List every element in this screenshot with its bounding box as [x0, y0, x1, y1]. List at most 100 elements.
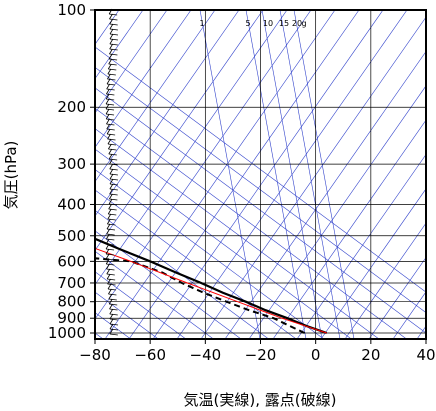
wind-barb-flag [109, 43, 114, 50]
wind-barb [109, 333, 118, 336]
wind-barb [106, 233, 115, 236]
wind-barb [107, 133, 116, 136]
dry-adiabat-line [95, 10, 144, 80]
wind-barb-flag [109, 183, 114, 190]
mixing-ratio-line [279, 10, 341, 339]
wind-barb [106, 98, 115, 101]
wind-barb-flag [106, 128, 111, 135]
wind-barb [106, 118, 115, 121]
y-tick-label: 800 [57, 293, 86, 311]
isotherm-line [95, 210, 270, 339]
wind-barb-flag [106, 118, 110, 125]
dry-adiabat-line [320, 188, 426, 339]
wind-barb [107, 73, 116, 76]
mixing-ratio-label: 20 [292, 19, 302, 28]
wind-barb [109, 18, 118, 21]
wind-barb [109, 38, 119, 41]
wind-barb [107, 223, 116, 226]
wind-barb-flag [105, 93, 110, 100]
background-lines [95, 10, 426, 339]
wind-barb-flag [106, 263, 110, 270]
wind-barb [109, 158, 118, 161]
wind-barb-flag [106, 88, 110, 95]
wind-barb-flag [107, 63, 112, 70]
mixing-ratio-line [199, 10, 261, 339]
wind-barb [107, 138, 116, 141]
y-tick-label: 900 [57, 309, 86, 327]
dry-adiabat-line [95, 10, 216, 183]
wind-barb-flag [106, 228, 110, 235]
wind-barb-flag [109, 168, 114, 175]
wind-barb-flag [109, 308, 114, 315]
dry-adiabat-line [95, 10, 192, 148]
wind-barb [106, 243, 115, 246]
wind-barbs [105, 8, 119, 336]
mixing-ratio-label: 5 [245, 19, 250, 28]
wind-barb-flag [107, 73, 111, 80]
wind-barb [109, 173, 118, 176]
x-axis-title: 気温(実線), 露点(破線) [184, 391, 337, 409]
dry-adiabat-line [95, 10, 264, 251]
series-line-temperature [95, 237, 328, 335]
wind-barb-flag [106, 268, 111, 275]
wind-barb [105, 103, 115, 106]
isotherm-line [95, 250, 214, 339]
wind-barb [109, 318, 118, 321]
wind-barb [109, 23, 118, 26]
y-tick-label: 400 [57, 195, 86, 213]
series-group [95, 237, 328, 335]
dry-adiabat-line [95, 10, 168, 114]
isotherm-line [95, 169, 325, 339]
wind-barb-flag [108, 143, 112, 150]
wind-barb-flag [109, 193, 113, 200]
isotherm-line [95, 271, 187, 339]
dry-adiabat-line [128, 10, 360, 339]
wind-barb [109, 163, 118, 166]
wind-barb [109, 183, 119, 186]
dry-adiabat-line [344, 222, 426, 339]
wind-barb-flag [106, 83, 111, 90]
wind-barb [106, 113, 115, 116]
x-tick-label: 40 [416, 346, 435, 364]
wind-barb-flag [109, 48, 113, 55]
wind-barb [106, 228, 116, 231]
wind-barb-flag [108, 148, 113, 155]
wind-barb [108, 148, 117, 151]
dry-adiabat-line [248, 85, 426, 339]
mixing-ratio-labels: 1 5 10 15 20 g [199, 19, 306, 28]
y-tick-label: 200 [57, 98, 86, 116]
wind-barb [106, 83, 116, 86]
wind-barb-flag [105, 243, 110, 250]
wind-barb [109, 48, 118, 51]
wind-barb [105, 253, 115, 256]
wind-barb [107, 288, 117, 291]
wind-barb [109, 198, 118, 201]
isotherm-line [95, 107, 408, 339]
axis-ticks: −80 −60 −40 −20 0 20 40 100 200 300 400 500 600 70080… [48, 1, 436, 364]
y-tick-label: 1000 [48, 324, 86, 342]
mixing-ratio-label: 15 [279, 19, 289, 28]
wind-barb-flag [107, 138, 112, 145]
wind-barb-flag [105, 248, 110, 255]
wind-barb-flag [109, 23, 114, 30]
dry-adiabat-line [272, 119, 426, 339]
wind-barb-flag [109, 18, 114, 25]
wind-barb-flag [108, 298, 113, 305]
wind-barb-flag [106, 223, 111, 230]
wind-barb-flag [106, 273, 111, 280]
wind-barb [105, 108, 115, 111]
wind-barb [109, 168, 118, 171]
dry-adiabat-line [95, 10, 288, 286]
wind-barb-flag [109, 33, 114, 40]
wind-barb-flag [106, 233, 110, 240]
wind-barb-flag [105, 253, 110, 260]
wind-barb [106, 258, 115, 261]
wind-barb [106, 273, 115, 276]
x-tick-label: −40 [190, 346, 222, 364]
wind-barb-flag [109, 163, 114, 170]
wind-barb-flag [109, 38, 114, 45]
isotherm-line [95, 87, 426, 334]
wind-barb-flag [109, 188, 114, 195]
wind-barb-flag [108, 203, 113, 210]
